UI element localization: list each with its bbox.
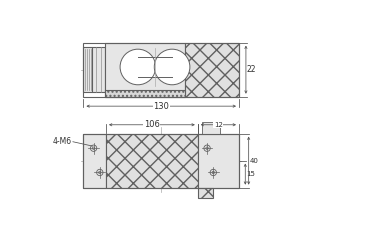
Bar: [106, 134, 198, 188]
Bar: [92, 47, 105, 92]
Bar: [84, 43, 239, 97]
Text: 4-M6: 4-M6: [53, 137, 72, 146]
Text: 15: 15: [246, 171, 255, 177]
Bar: [198, 134, 239, 188]
Bar: [198, 188, 213, 198]
Bar: [84, 47, 92, 92]
Text: 22: 22: [247, 65, 256, 74]
Bar: [84, 134, 239, 188]
Bar: [138, 57, 172, 77]
Bar: [202, 122, 221, 134]
Text: 130: 130: [153, 102, 169, 111]
Text: 106: 106: [144, 120, 160, 129]
Bar: [105, 90, 185, 97]
Text: 12: 12: [214, 122, 223, 128]
Bar: [185, 43, 239, 97]
Text: 40: 40: [250, 158, 259, 164]
Bar: [84, 134, 106, 188]
Circle shape: [154, 49, 190, 85]
Circle shape: [120, 49, 156, 85]
Bar: [105, 43, 185, 97]
